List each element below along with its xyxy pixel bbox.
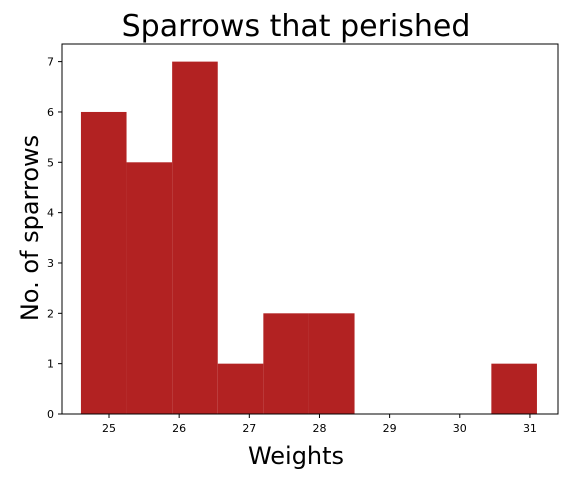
histogram-bar [172,61,218,414]
histogram-bar [308,313,355,414]
histogram-bar [217,363,264,414]
histogram-bar [491,363,537,414]
y-tick-label: 4 [47,207,54,220]
y-tick-label: 3 [47,257,54,270]
x-tick-label: 28 [312,422,326,435]
x-tick-label: 29 [383,422,397,435]
x-tick-label: 26 [172,422,186,435]
plot-frame [61,43,559,415]
histogram-bar [263,313,309,414]
x-tick-label: 31 [523,422,537,435]
x-tick-label: 27 [242,422,256,435]
y-axis-ticks: 0 1 2 3 4 5 6 7 [47,56,62,421]
x-tick-label: 30 [453,422,467,435]
y-tick-label: 1 [47,358,54,371]
histogram-bar [80,111,127,415]
x-axis-label: Weights [248,442,344,470]
y-axis-label: No. of sparrows [16,135,44,321]
x-tick-label: 25 [102,422,116,435]
chart-title: Sparrows that perished [122,9,471,44]
y-tick-label: 0 [47,408,54,421]
x-axis-ticks: 25 26 27 28 29 30 31 [102,414,537,435]
y-tick-label: 7 [47,56,54,69]
y-tick-label: 6 [47,106,54,119]
histogram-bar [126,162,173,414]
y-tick-label: 5 [47,156,54,169]
y-tick-label: 2 [47,307,54,320]
bars-group [80,61,537,415]
